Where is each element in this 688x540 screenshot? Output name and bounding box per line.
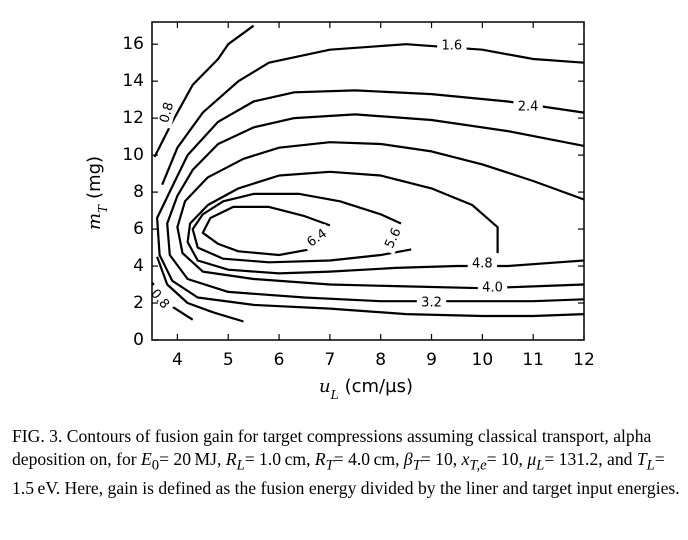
x-tick-label-11: 11 [522,350,544,370]
plot-frame [151,21,585,341]
contour-4-8-seg-0 [186,170,585,275]
x-tick-label-5: 5 [223,350,234,370]
contour-4-seg-0 [176,141,585,290]
x-axis-label: uL (cm/µs) [319,376,413,402]
caption-text: FIG. 3. Contours of fusion gain for targ… [12,426,680,498]
y-tick-label-8: 8 [133,182,144,202]
x-tick-label-12: 12 [573,350,595,370]
contour-label-bg-4 [416,295,447,311]
x-tick-label-6: 6 [274,350,285,370]
y-tick-label-10: 10 [122,145,144,165]
contour-2-4-seg-0 [156,89,585,318]
contour-label-0: 0.8 [157,101,177,125]
contour-chart: 0.80.81.62.43.24.04.85.66.44 5 6 7 8 9 10 11 120… [84,21,595,402]
contour-3-2-seg-0 [166,113,585,303]
contour-label-bg-5 [477,280,508,296]
contour-label-6: 4.8 [472,257,493,272]
contour-label-bg-7 [380,221,407,255]
contour-label-bg-2 [437,38,467,54]
contour-label-5: 4.0 [482,281,503,296]
contour-label-4: 3.2 [421,296,442,311]
y-tick-label-12: 12 [122,108,144,128]
y-tick-label-4: 4 [133,256,144,276]
y-tick-label-16: 16 [122,34,144,54]
contour-label-2: 1.6 [442,39,463,54]
y-tick-label-0: 0 [133,330,144,350]
contour-label-bg-6 [467,256,498,272]
contour-label-3: 2.4 [518,100,539,115]
contour-6-4-seg-0 [201,205,331,257]
contour-label-bg-0 [156,96,179,129]
contour-1-6-seg-1 [156,256,244,323]
y-tick-label-14: 14 [122,71,144,91]
x-tick-label-4: 4 [172,350,183,370]
contour-figure: 0.8 0.8 1.6 2.4 3.2 4.0 4.8 5.6 6.4 4 5 6 7 8 9 10 11 12 0… [84,21,595,402]
contour-5-6-seg-0 [191,192,412,264]
x-tick-label-10: 10 [472,350,494,370]
figure-caption: FIG. 3. Contours of fusion gain for targ… [12,425,680,499]
contour-1-6-seg-0 [161,43,585,186]
y-tick-label-6: 6 [133,219,144,239]
y-axis-label: mT(mg) [84,156,110,230]
contour-label-bg-8 [300,223,334,253]
contour-label-bg-3 [513,99,543,115]
x-tick-label-8: 8 [375,350,386,370]
x-tick-label-7: 7 [324,350,335,370]
y-tick-label-2: 2 [133,293,144,313]
x-tick-label-9: 9 [426,350,437,370]
